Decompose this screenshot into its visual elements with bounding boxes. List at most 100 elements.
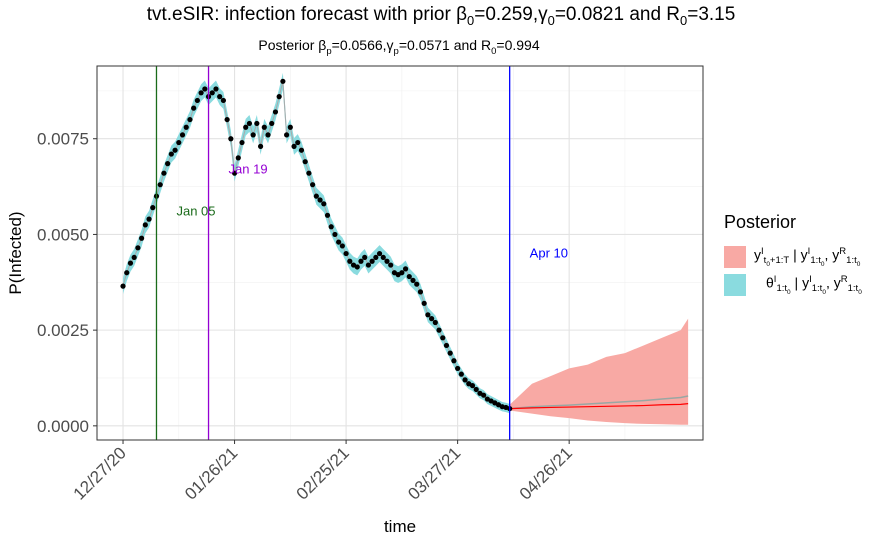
- observed-point: [183, 124, 189, 130]
- observed-point: [202, 86, 208, 92]
- observed-point: [336, 239, 342, 245]
- legend-title: Posterior: [724, 212, 797, 232]
- observed-point: [228, 136, 234, 142]
- observed-point: [481, 392, 487, 398]
- observed-point: [246, 120, 253, 127]
- observed-point: [436, 327, 442, 333]
- observed-point: [209, 90, 215, 96]
- observed-point: [399, 270, 405, 276]
- observed-point: [272, 109, 279, 115]
- observed-point: [150, 205, 156, 211]
- observed-point: [343, 250, 349, 257]
- observed-point: [432, 319, 438, 326]
- x-axis-title: time: [384, 517, 416, 536]
- observed-point: [295, 139, 301, 146]
- observed-point: [120, 283, 126, 289]
- observed-point: [380, 254, 386, 261]
- observed-point: [194, 97, 200, 104]
- observed-point: [440, 335, 446, 341]
- observed-point: [161, 170, 167, 176]
- observed-point: [332, 231, 338, 238]
- observed-point: [373, 254, 379, 261]
- observed-point: [231, 170, 238, 176]
- legend: Posterior yIt0+1:T | yI1:t0, yR1:t0 θI1:…: [724, 212, 882, 299]
- observed-point: [224, 116, 230, 123]
- legend-item-fitted: θI1:t0 | yI1:t0, yR1:t0: [724, 271, 882, 299]
- x-tick-label: 02/25/21: [293, 443, 353, 503]
- legend-label-forecast: yIt0+1:T | yI1:t0, yR1:t0: [754, 245, 861, 269]
- observed-point: [365, 262, 371, 268]
- observed-point: [127, 260, 134, 266]
- x-tick-label: 01/26/21: [181, 443, 241, 503]
- observed-point: [187, 116, 193, 123]
- observed-point: [306, 170, 312, 176]
- observed-point: [250, 132, 256, 138]
- observed-point: [376, 250, 383, 257]
- observed-point: [406, 273, 412, 280]
- observed-point: [276, 94, 282, 100]
- legend-item-forecast: yIt0+1:T | yI1:t0, yR1:t0: [724, 243, 882, 271]
- observed-point: [168, 151, 174, 157]
- observed-point: [388, 262, 394, 268]
- x-tick-label: 12/27/20: [70, 443, 130, 503]
- chart-subtitle: Posterior βp=0.0566,γp=0.0571 and R0=0.9…: [258, 37, 540, 57]
- observed-point: [142, 222, 148, 228]
- observed-point: [157, 182, 163, 188]
- observed-point: [131, 254, 137, 261]
- plot-border: [96, 65, 704, 441]
- observed-point: [429, 316, 435, 322]
- observed-point: [451, 358, 457, 364]
- observed-point: [254, 120, 260, 127]
- observed-point: [321, 201, 327, 207]
- observed-point: [447, 350, 453, 356]
- observed-point: [421, 300, 427, 306]
- x-tick-label: 04/26/21: [516, 443, 576, 503]
- observed-point: [317, 197, 323, 203]
- observed-point: [384, 258, 390, 264]
- observed-point: [313, 193, 319, 199]
- observed-point: [284, 132, 290, 138]
- observed-point: [172, 147, 178, 153]
- observed-point: [287, 124, 293, 130]
- observed-point: [369, 258, 375, 264]
- observed-point: [298, 147, 305, 153]
- observed-point: [328, 224, 334, 230]
- legend-label-fitted: θI1:t0 | yI1:t0, yR1:t0: [766, 273, 862, 297]
- observed-point: [198, 90, 204, 96]
- observed-point: [302, 159, 308, 165]
- y-tick-label: 0.0050: [37, 225, 89, 244]
- observed-point: [455, 365, 461, 372]
- observed-point: [239, 139, 245, 146]
- x-tick-label: 03/27/21: [404, 443, 464, 503]
- observed-point: [220, 97, 227, 104]
- observed-point: [146, 216, 152, 222]
- vline-label: Jan 19: [229, 161, 268, 176]
- observed-point: [410, 277, 416, 283]
- y-tick-label: 0.0025: [37, 321, 89, 340]
- observed-point: [347, 258, 353, 264]
- forecast-mean-line: [509, 403, 689, 410]
- observed-point: [362, 254, 368, 261]
- y-tick-label: 0.0000: [37, 417, 89, 436]
- legend-swatch-fitted: [724, 274, 746, 296]
- observed-point: [176, 139, 182, 146]
- vline-label: Apr 10: [530, 246, 568, 261]
- observed-point: [402, 266, 409, 272]
- observed-point: [358, 258, 364, 264]
- observed-point: [165, 161, 171, 167]
- observed-point: [265, 132, 271, 138]
- observed-point: [139, 235, 145, 241]
- observed-point: [257, 143, 264, 149]
- observed-point: [414, 281, 420, 287]
- observed-point: [458, 371, 464, 377]
- chart-title: tvt.eSIR: infection forecast with prior …: [146, 4, 736, 28]
- vline-label: Jan 05: [176, 203, 215, 218]
- observed-point: [339, 243, 345, 249]
- observed-point: [462, 377, 468, 383]
- y-axis-title: P(Infected): [6, 211, 25, 294]
- observed-point: [469, 383, 476, 389]
- observed-point: [213, 86, 219, 92]
- observed-point: [280, 78, 286, 84]
- observed-point: [291, 143, 297, 149]
